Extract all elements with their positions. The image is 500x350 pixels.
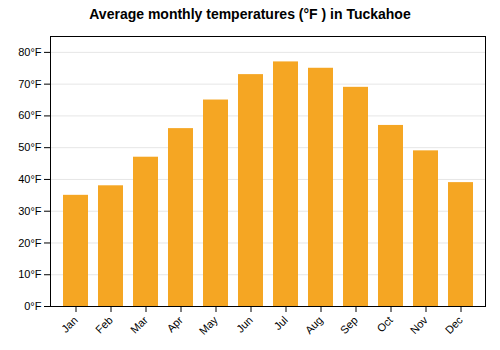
svg-text:Feb: Feb — [93, 314, 115, 336]
svg-text:Aug: Aug — [303, 314, 325, 336]
svg-text:40°F: 40°F — [18, 173, 42, 185]
svg-text:80°F: 80°F — [18, 46, 42, 58]
svg-text:20°F: 20°F — [18, 236, 42, 248]
svg-text:30°F: 30°F — [18, 205, 42, 217]
html-text:Average monthly temperatures (: Average monthly temperatures (°F ) in Tu… — [89, 6, 411, 22]
svg-text:Sep: Sep — [338, 314, 360, 336]
svg-text:Dec: Dec — [443, 313, 466, 336]
svg-text:Oct: Oct — [374, 314, 395, 335]
svg-text:0°F: 0°F — [24, 300, 42, 312]
svg-text:Jul: Jul — [271, 314, 289, 332]
svg-text:May: May — [197, 313, 221, 337]
svg-text:Nov: Nov — [408, 313, 431, 336]
svg-text:Apr: Apr — [164, 314, 185, 335]
svg-text:Mar: Mar — [128, 314, 150, 336]
svg-text:10°F: 10°F — [18, 268, 42, 280]
svg-text:70°F: 70°F — [18, 78, 42, 90]
svg-text:Jan: Jan — [59, 314, 80, 335]
svg-text:50°F: 50°F — [18, 141, 42, 153]
svg-text:60°F: 60°F — [18, 109, 42, 121]
svg-text:Jun: Jun — [234, 314, 255, 335]
